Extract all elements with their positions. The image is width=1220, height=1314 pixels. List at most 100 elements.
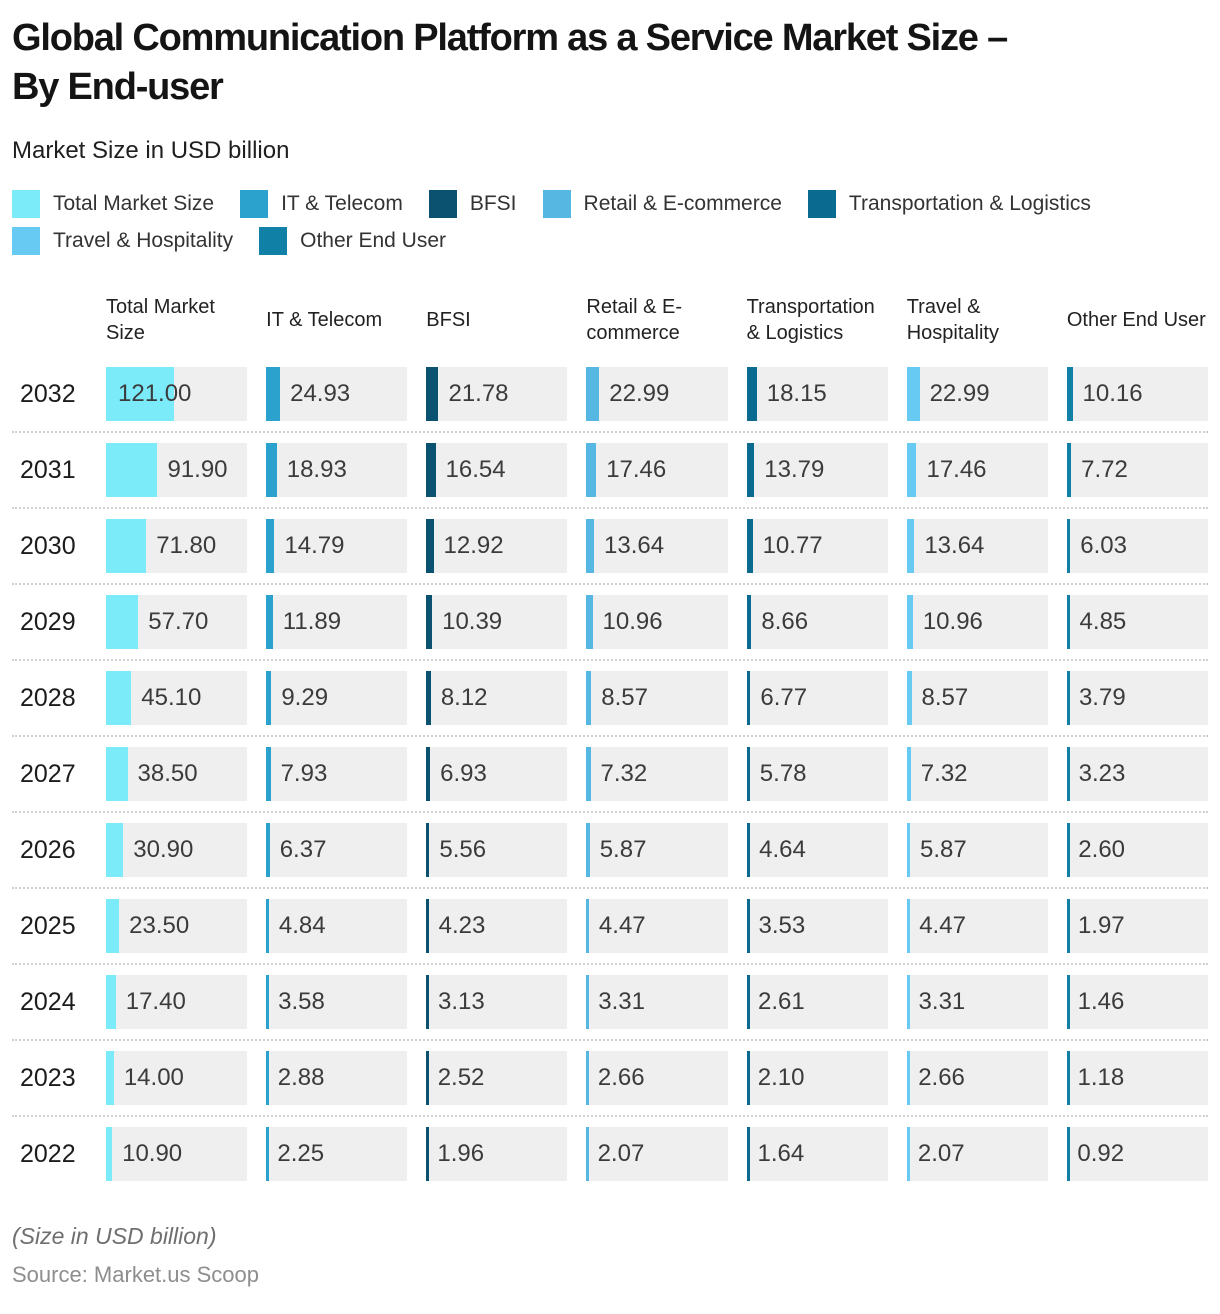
year-label: 2023 bbox=[20, 1063, 76, 1092]
data-row: 2029 57.70 11.89 10.39 10.96 8.66 10.96 4.85 bbox=[12, 595, 1208, 650]
legend-item: BFSI bbox=[428, 190, 517, 219]
value-label: 11.89 bbox=[282, 608, 342, 636]
value-bar bbox=[106, 595, 139, 650]
value-bar bbox=[426, 823, 430, 878]
legend-item: Total Market Size bbox=[12, 190, 214, 219]
value-label: 0.92 bbox=[1077, 1140, 1125, 1168]
value-label: 4.85 bbox=[1079, 608, 1127, 636]
value-label: 1.46 bbox=[1077, 988, 1125, 1016]
value-cell: 1.46 bbox=[1066, 975, 1208, 1030]
value-label: 17.40 bbox=[125, 988, 186, 1016]
legend-swatch-icon bbox=[12, 190, 40, 219]
value-bar bbox=[906, 1051, 910, 1106]
value-cell: 38.50 bbox=[106, 747, 248, 802]
year-label: 2028 bbox=[20, 683, 76, 712]
value-cell: 10.77 bbox=[746, 519, 888, 574]
value-bar bbox=[906, 747, 911, 802]
value-label: 8.57 bbox=[601, 684, 648, 712]
value-cell: 2.88 bbox=[266, 1051, 408, 1106]
value-bar bbox=[586, 595, 593, 650]
value-cell: 1.97 bbox=[1066, 899, 1208, 954]
value-bar bbox=[1066, 1051, 1070, 1106]
value-cell: 10.16 bbox=[1066, 367, 1208, 422]
value-cell: 121.00 bbox=[106, 367, 248, 422]
legend-swatch-icon bbox=[259, 227, 288, 256]
value-bar bbox=[426, 595, 433, 650]
value-label: 2.88 bbox=[277, 1064, 325, 1092]
value-cell: 23.50 bbox=[106, 899, 248, 954]
value-cell: 5.87 bbox=[586, 823, 728, 878]
value-bar bbox=[586, 443, 597, 498]
value-cell: 91.90 bbox=[106, 443, 248, 498]
year-label: 2030 bbox=[20, 531, 76, 560]
value-bar bbox=[266, 443, 277, 498]
year-label: 2031 bbox=[20, 455, 76, 484]
value-label: 10.77 bbox=[762, 532, 823, 560]
value-bar bbox=[266, 1051, 270, 1106]
value-cell: 57.70 bbox=[106, 595, 248, 650]
column-header: Other End User bbox=[1066, 309, 1206, 332]
value-bar bbox=[1066, 595, 1070, 650]
value-cell: 8.57 bbox=[586, 671, 728, 726]
value-bar bbox=[746, 367, 757, 422]
value-label: 3.31 bbox=[918, 988, 966, 1016]
value-bar bbox=[586, 747, 591, 802]
value-bar bbox=[906, 671, 912, 726]
value-label: 2.61 bbox=[758, 988, 805, 1016]
value-label: 3.58 bbox=[278, 988, 325, 1016]
column-header: BFSI bbox=[426, 309, 471, 332]
value-cell: 17.46 bbox=[586, 443, 728, 498]
legend-label: Travel & Hospitality bbox=[53, 229, 234, 253]
chart-rows: 2032 121.00 24.93 21.78 22.99 18.15 22.99 10.16… bbox=[12, 367, 1208, 1182]
legend-label: IT & Telecom bbox=[281, 192, 403, 216]
data-row: 2025 23.50 4.84 4.23 4.47 3.53 4.47 1.97 bbox=[12, 899, 1208, 954]
column-header: Transportation & Logistics bbox=[746, 295, 875, 345]
value-cell: 2.66 bbox=[586, 1051, 728, 1106]
value-label: 3.23 bbox=[1078, 760, 1126, 788]
value-bar bbox=[1066, 823, 1070, 878]
value-label: 3.53 bbox=[758, 912, 806, 940]
value-label: 2.10 bbox=[757, 1064, 805, 1092]
column-header: Travel & Hospitality bbox=[906, 295, 999, 345]
value-bar bbox=[106, 747, 128, 802]
value-label: 8.66 bbox=[761, 608, 809, 636]
value-bar bbox=[106, 823, 124, 878]
value-label: 8.12 bbox=[440, 684, 488, 712]
value-cell: 24.93 bbox=[266, 367, 408, 422]
value-cell: 8.57 bbox=[906, 671, 1048, 726]
value-bar bbox=[906, 899, 910, 954]
row-separator bbox=[12, 431, 1208, 434]
value-cell: 2.07 bbox=[906, 1127, 1048, 1182]
value-bar bbox=[586, 1127, 590, 1182]
value-cell: 7.32 bbox=[906, 747, 1048, 802]
chart-subtitle: Market Size in USD billion bbox=[12, 137, 290, 165]
value-bar bbox=[106, 367, 174, 422]
value-label: 4.84 bbox=[278, 912, 326, 940]
row-separator bbox=[12, 1115, 1208, 1118]
source-credit: Source: Market.us Scoop bbox=[12, 1262, 260, 1288]
value-label: 6.03 bbox=[1080, 532, 1127, 560]
value-label: 17.46 bbox=[606, 456, 667, 484]
row-separator bbox=[12, 811, 1208, 814]
value-cell: 4.84 bbox=[266, 899, 408, 954]
value-cell: 2.66 bbox=[906, 1051, 1048, 1106]
legend-swatch-icon bbox=[240, 190, 269, 219]
value-bar bbox=[266, 975, 270, 1030]
value-cell: 71.80 bbox=[106, 519, 248, 574]
data-row: 2027 38.50 7.93 6.93 7.32 5.78 7.32 3.23 bbox=[12, 747, 1208, 802]
row-separator bbox=[12, 507, 1208, 510]
value-label: 7.93 bbox=[280, 760, 328, 788]
value-label: 1.96 bbox=[437, 1140, 485, 1168]
value-cell: 6.03 bbox=[1066, 519, 1208, 574]
value-label: 5.87 bbox=[599, 836, 647, 864]
value-cell: 3.79 bbox=[1066, 671, 1208, 726]
value-cell: 13.64 bbox=[906, 519, 1048, 574]
value-label: 4.47 bbox=[598, 912, 646, 940]
legend-item: Other End User bbox=[259, 227, 446, 256]
value-cell: 14.00 bbox=[106, 1051, 248, 1106]
value-cell: 45.10 bbox=[106, 671, 248, 726]
value-bar bbox=[266, 899, 270, 954]
value-cell: 18.93 bbox=[266, 443, 408, 498]
value-cell: 10.90 bbox=[106, 1127, 248, 1182]
value-cell: 7.72 bbox=[1066, 443, 1208, 498]
